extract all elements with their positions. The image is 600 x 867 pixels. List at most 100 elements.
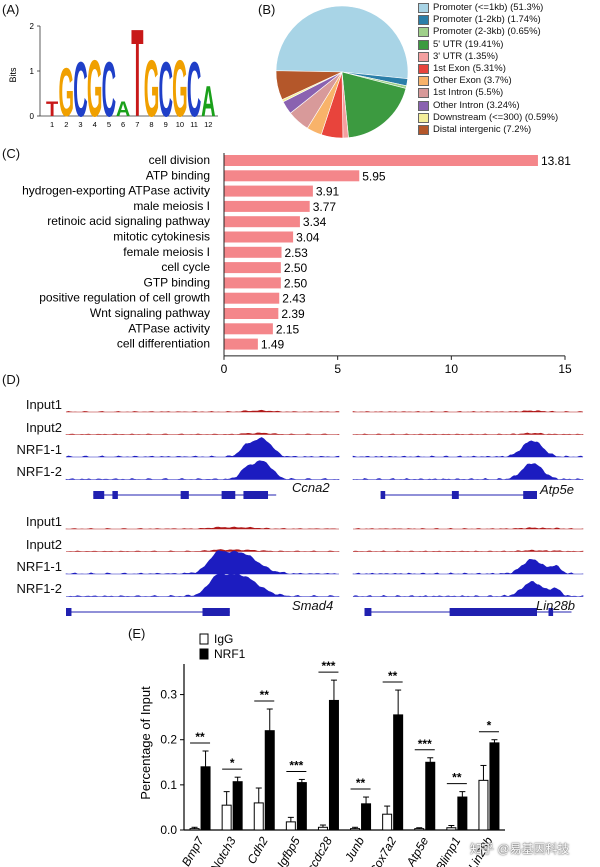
qpcr-ytick-0.2: 0.2 [160, 733, 177, 747]
qpcr-legend-label-nrf1: NRF1 [214, 647, 246, 661]
logo-position-9: 9 [164, 120, 168, 129]
go-value-label-2: 5.95 [362, 169, 386, 183]
logo-letter-4: G [87, 45, 103, 134]
logo-letter-1: T [46, 97, 58, 121]
go-term-label-5: retinoic acid signaling pathway [47, 214, 210, 228]
go-bar-12 [224, 323, 273, 335]
go-term-label-13: cell differentiation [117, 337, 210, 351]
qpcr-category-4: Igfbp5 [274, 834, 303, 867]
go-xtick-15: 15 [558, 362, 572, 376]
logo-ylabel: Bits [8, 67, 18, 83]
go-bar-2 [224, 170, 360, 182]
legend-swatch [418, 76, 429, 87]
track-signal [353, 527, 584, 530]
significance-1: ** [195, 730, 205, 744]
go-bar-6 [224, 231, 294, 243]
significance-2: * [230, 756, 235, 770]
track-signal [352, 440, 584, 458]
legend-label: 1st Exon (5.31%) [433, 62, 506, 74]
panel-label-c: (C) [2, 146, 21, 161]
igg-bar-8 [414, 828, 425, 831]
track-panel-2 [352, 410, 584, 499]
logo-letter-10: G [172, 45, 188, 134]
pie-slice-1 [275, 5, 409, 80]
qpcr-category-9: Blimp1 [433, 835, 463, 867]
go-xtick-5: 5 [334, 362, 341, 376]
legend-item-5: 3' UTR (1.35%) [418, 51, 600, 63]
go-term-label-12: ATPase activity [128, 321, 210, 335]
logo-letter-6: A [116, 97, 130, 121]
legend-swatch [418, 51, 429, 62]
legend-item-1: Promoter (<=1kb) (51.3%) [418, 2, 600, 14]
legend-label: Other Intron (3.24%) [433, 99, 520, 111]
gene-label-smad4: Smad4 [292, 598, 334, 613]
track-signal [65, 409, 340, 413]
legend-item-10: Downstream (<=300) (0.59%) [418, 112, 600, 124]
track-label-nrf1-2-top: NRF1-2 [16, 464, 62, 479]
logo-position-1: 1 [50, 120, 54, 129]
panel-label-e: (E) [128, 626, 146, 641]
nrf1-bar-5 [328, 699, 339, 831]
nrf1-bar-1 [200, 766, 211, 831]
nrf1-bar-2 [232, 781, 243, 831]
gene-model-2 [380, 491, 537, 499]
nrf1-bar-10 [489, 742, 500, 831]
logo-position-4: 4 [93, 120, 97, 129]
logo-ytick-1: 1 [30, 67, 35, 76]
qpcr-legend-label-igg: IgG [214, 632, 233, 646]
track-signal [65, 550, 339, 575]
legend-swatch [418, 88, 429, 99]
go-value-label-9: 2.50 [284, 276, 308, 290]
logo-letter-12: A [201, 77, 215, 126]
chip-qpcr-chart: 0.0 0.1 0.2 0.3 Percentage of Input ** Bmp7 * No… [138, 632, 505, 867]
go-xtick-0: 0 [221, 362, 228, 376]
legend-item-7: Other Exon (3.7%) [418, 75, 600, 87]
legend-swatch [418, 15, 429, 26]
go-bar-10 [224, 292, 280, 304]
logo-letter-11: C [187, 48, 201, 134]
track-signal [65, 437, 340, 458]
significance-4: *** [289, 758, 303, 772]
go-bar-3 [224, 185, 313, 197]
track-signal [65, 432, 340, 435]
legend-swatch [418, 112, 429, 123]
track-signal [66, 549, 340, 552]
qpcr-ytick-0.1: 0.1 [160, 778, 177, 792]
legend-swatch [418, 27, 429, 38]
track-label-input2-top: Input2 [25, 420, 62, 435]
logo-position-10: 10 [176, 120, 184, 129]
logo-letter-7: T [131, 4, 143, 135]
igg-bar-4 [285, 821, 296, 831]
go-value-label-8: 2.50 [284, 261, 308, 275]
track-label-input1-top: Input1 [25, 397, 62, 412]
go-bar-7 [224, 246, 282, 258]
track-signal [65, 526, 339, 530]
igg-bar-7 [382, 813, 393, 831]
watermark: 知乎 @易基因科技 [470, 842, 570, 856]
igg-bar-2 [221, 804, 232, 831]
track-signal [352, 581, 584, 597]
go-value-label-6: 3.04 [296, 231, 320, 245]
go-bar-9 [224, 277, 281, 289]
track-label-nrf1-1-top: NRF1-1 [16, 442, 62, 457]
go-bar-13 [224, 338, 258, 350]
qpcr-category-1: Bmp7 [179, 833, 207, 867]
go-term-label-9: GTP binding [144, 275, 211, 289]
track-label-input2-bottom: Input2 [25, 537, 62, 552]
go-value-label-11: 2.39 [281, 307, 305, 321]
legend-label: 5' UTR (19.41%) [433, 38, 504, 50]
legend-item-3: Promoter (2-3kb) (0.65%) [418, 26, 600, 38]
track-signal [352, 549, 584, 552]
legend-swatch [418, 100, 429, 111]
significance-8: *** [418, 737, 432, 751]
legend-label: 1st Intron (5.5%) [433, 87, 504, 99]
gene-model-3 [66, 608, 230, 616]
igg-bar-5 [317, 826, 328, 831]
go-value-label-3: 3.91 [316, 185, 340, 199]
go-value-label-5: 3.34 [303, 215, 327, 229]
track-signal [352, 432, 584, 435]
panel-label-b: (B) [258, 2, 276, 17]
logo-position-8: 8 [149, 120, 153, 129]
nrf1-bar-4 [296, 782, 307, 831]
go-bar-8 [224, 262, 281, 274]
